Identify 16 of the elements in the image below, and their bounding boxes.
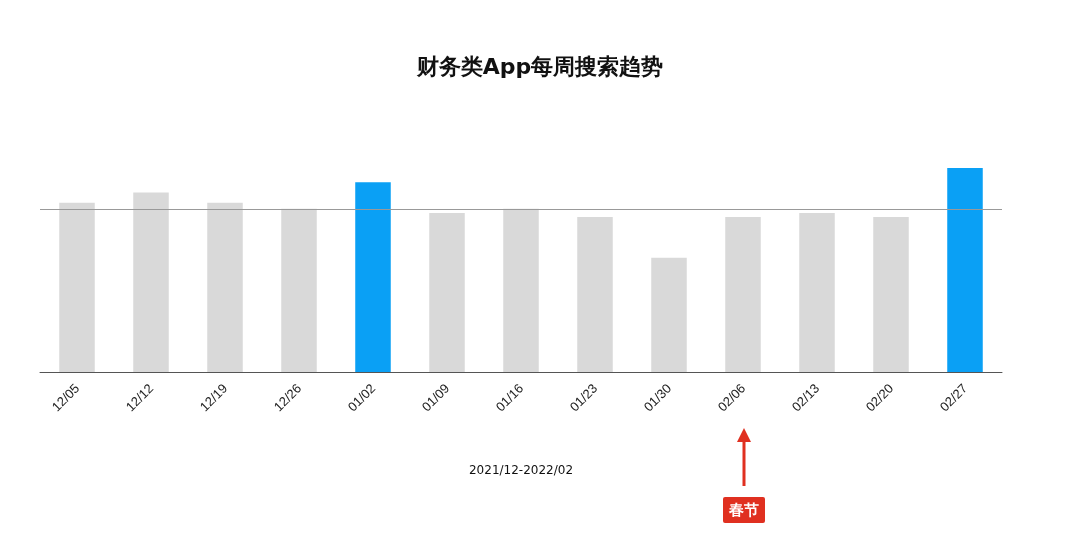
bar	[651, 257, 687, 372]
bar	[207, 202, 243, 372]
bar	[725, 216, 761, 372]
bar	[281, 208, 317, 372]
bar	[355, 182, 391, 372]
bar	[429, 212, 465, 372]
bar	[799, 212, 835, 372]
bar	[947, 168, 983, 372]
bar	[59, 202, 95, 372]
bar	[873, 216, 909, 372]
chart-title: 财务类App每周搜索趋势	[415, 53, 664, 79]
x-axis-title: 2021/12-2022/02	[468, 463, 574, 477]
bar	[133, 192, 169, 372]
text: 春节	[723, 497, 765, 523]
bar	[577, 216, 613, 372]
bar	[503, 208, 539, 372]
